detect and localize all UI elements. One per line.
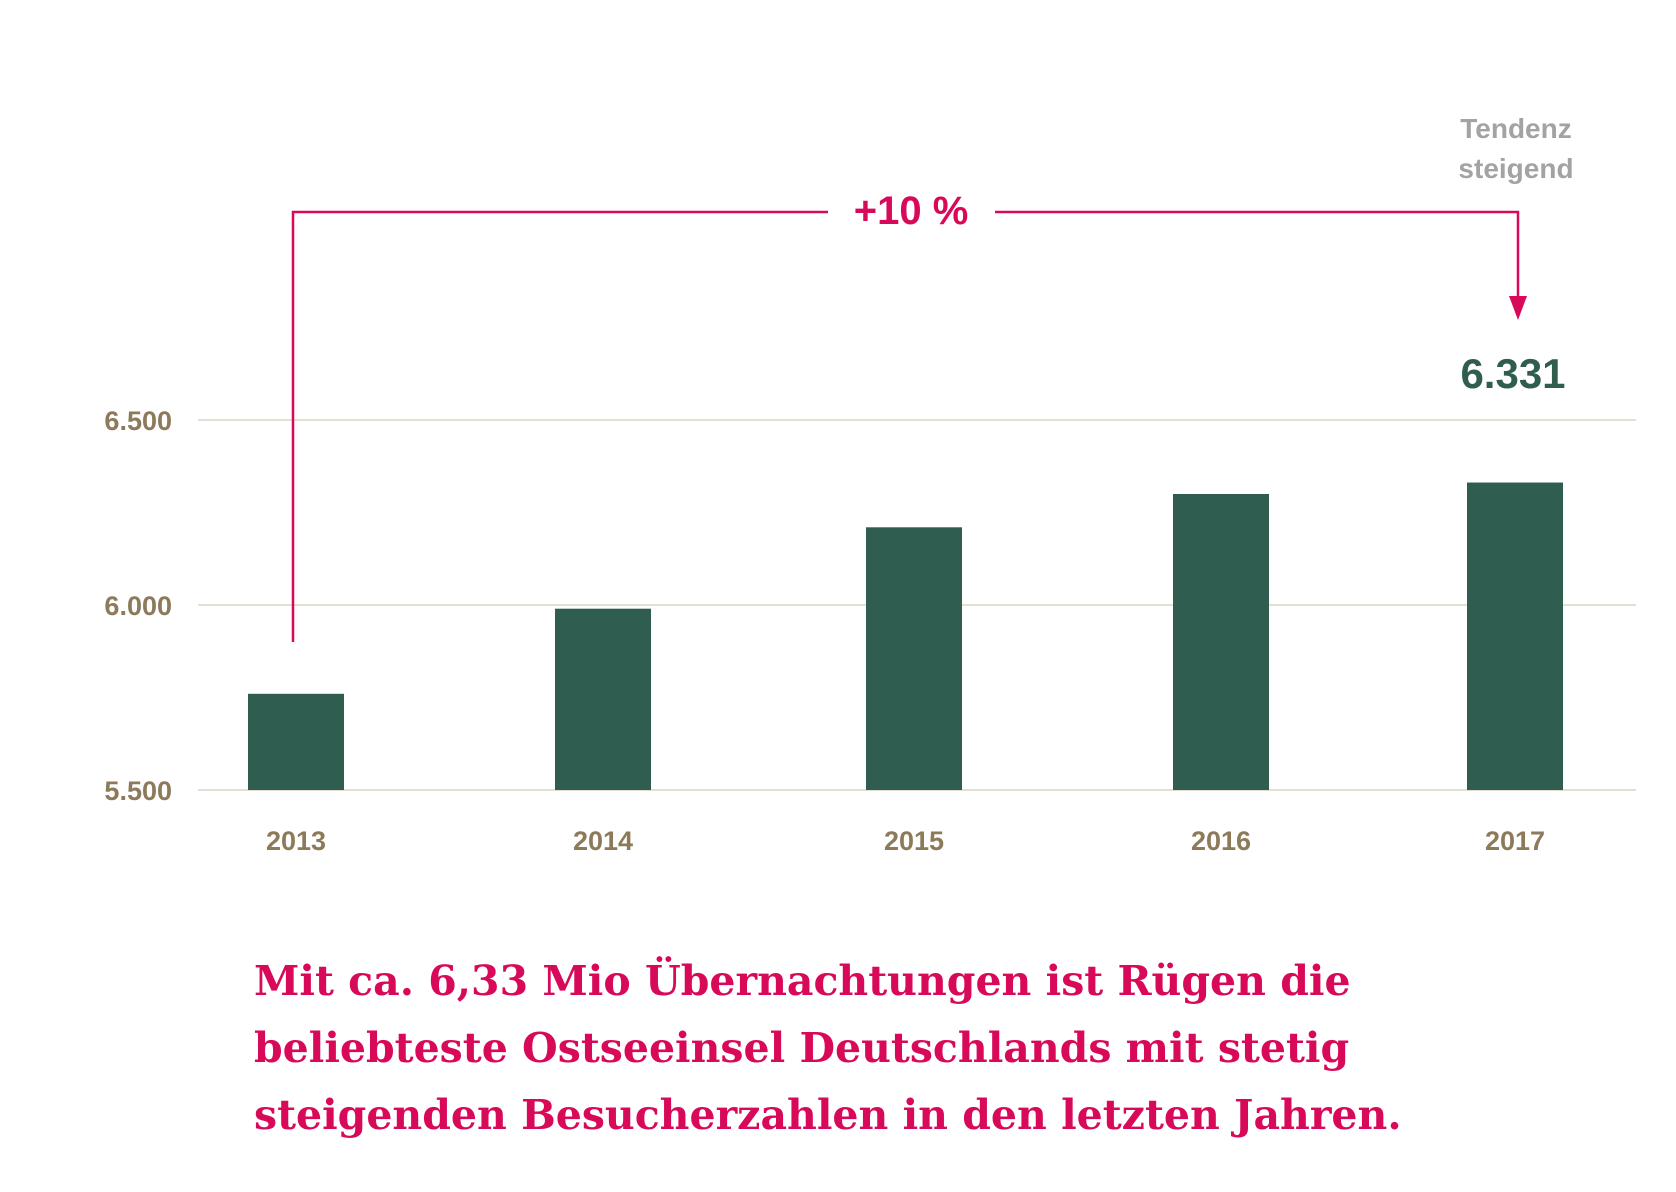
x-category-label: 2013 xyxy=(266,826,326,856)
x-category-label: 2017 xyxy=(1485,826,1545,856)
growth-label: +10 % xyxy=(854,189,969,233)
trend-label-line2: steigend xyxy=(1458,153,1573,184)
x-category-label: 2015 xyxy=(884,826,944,856)
caption: Mit ca. 6,33 Mio Übernachtungen ist Rüge… xyxy=(254,948,1554,1149)
caption-line-3: steigenden Besucherzahlen in den letzten… xyxy=(254,1091,1402,1139)
y-tick-label: 6.500 xyxy=(104,406,172,436)
arrow-down-icon xyxy=(1509,296,1527,320)
growth-bracket: +10 % xyxy=(291,189,1527,642)
bracket-left-line xyxy=(291,210,828,642)
x-axis-labels: 2013 2014 2015 2016 2017 xyxy=(266,826,1545,856)
x-category-label: 2016 xyxy=(1191,826,1251,856)
bracket-right-line xyxy=(995,210,1520,300)
bar-chart: 5.500 6.000 6.500 2013 2014 2015 2016 2017 +10… xyxy=(104,113,1636,856)
trend-label-line1: Tendenz xyxy=(1460,113,1571,144)
bars xyxy=(248,482,1563,790)
caption-line-2: beliebteste Ostseeinsel Deutschlands mit… xyxy=(254,1024,1350,1072)
y-tick-label: 5.500 xyxy=(104,776,172,806)
highlight-value-label: 6.331 xyxy=(1460,350,1565,397)
bar-2017 xyxy=(1467,482,1563,790)
bar-2014 xyxy=(555,608,651,790)
caption-line-1: Mit ca. 6,33 Mio Übernachtungen ist Rüge… xyxy=(254,957,1351,1005)
bar-2013 xyxy=(248,693,344,790)
chart: 5.500 6.000 6.500 2013 2014 2015 2016 2017 +10… xyxy=(104,113,1636,856)
bar-2016 xyxy=(1173,494,1269,790)
bar-2015 xyxy=(866,527,962,790)
x-category-label: 2014 xyxy=(573,826,633,856)
y-tick-label: 6.000 xyxy=(104,591,172,621)
y-axis-ticks: 5.500 6.000 6.500 xyxy=(104,406,172,806)
